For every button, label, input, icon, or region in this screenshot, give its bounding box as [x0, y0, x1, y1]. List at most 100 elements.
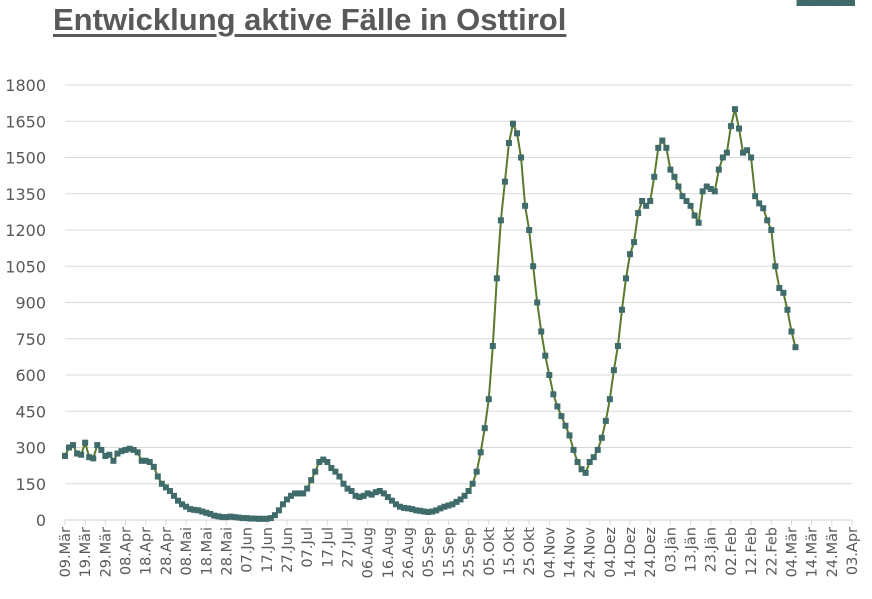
data-point-marker: [433, 507, 440, 514]
data-point-marker: [744, 147, 751, 154]
x-tick-label: 05.Sep: [421, 527, 437, 577]
y-tick-label: 1200: [5, 221, 46, 240]
data-point-marker: [62, 452, 68, 459]
data-point-marker: [90, 455, 97, 462]
data-point-marker: [760, 205, 767, 212]
data-point-marker: [772, 263, 779, 270]
data-point-marker: [199, 508, 206, 515]
data-point-marker: [453, 498, 460, 505]
x-tick-label: 27.Jun: [280, 527, 296, 573]
data-point-marker: [808, 0, 815, 6]
data-point-marker: [78, 451, 85, 458]
data-point-marker: [191, 506, 198, 513]
data-point-marker: [643, 202, 650, 209]
data-point-marker: [340, 480, 347, 487]
x-tick-label: 16.Aug: [381, 527, 397, 578]
data-point-marker: [695, 219, 702, 226]
data-point-marker: [530, 263, 537, 270]
data-point-marker: [219, 514, 226, 521]
data-point-marker: [840, 0, 847, 6]
y-tick-label: 0: [36, 511, 46, 530]
x-tick-label: 14.Nov: [562, 527, 578, 579]
data-point-marker: [473, 468, 480, 475]
data-point-marker: [602, 417, 609, 424]
data-point-marker: [380, 490, 387, 497]
data-point-marker: [655, 144, 662, 151]
data-point-marker: [618, 306, 625, 313]
series-line: [64, 108, 797, 520]
data-point-marker: [768, 227, 775, 233]
data-point-marker: [405, 505, 412, 512]
data-point-marker: [550, 391, 557, 398]
data-point-marker: [279, 501, 286, 508]
data-point-marker: [804, 0, 811, 6]
x-tick-label: 04.Mär: [784, 527, 800, 577]
data-point-marker: [130, 446, 137, 453]
x-tick-label: 26.Aug: [401, 527, 417, 578]
data-point-marker: [102, 452, 109, 459]
data-point-marker: [158, 480, 165, 487]
data-point-marker: [703, 183, 710, 190]
data-point-marker: [364, 490, 371, 497]
data-point-marker: [538, 328, 545, 335]
data-point-marker: [687, 202, 694, 209]
data-point-marker: [554, 403, 561, 410]
x-tick-label: 05.Okt: [482, 527, 498, 576]
data-point-marker: [796, 0, 803, 6]
data-point-marker: [126, 445, 133, 452]
x-tick-label: 24.Nov: [583, 527, 599, 579]
data-point-marker: [598, 434, 605, 441]
data-point-marker: [800, 0, 807, 6]
y-tick-label: 150: [15, 475, 46, 494]
data-point-marker: [489, 343, 496, 349]
data-point-marker: [320, 456, 327, 463]
x-tick-label: 22.Feb: [764, 527, 780, 576]
data-point-marker: [711, 188, 718, 195]
chart-title: Entwicklung aktive Fälle in Osttirol: [53, 2, 567, 37]
data-point-marker: [582, 469, 589, 476]
data-point-marker: [94, 442, 101, 449]
data-point-marker: [497, 217, 504, 224]
data-point-marker: [792, 344, 799, 351]
data-point-marker: [606, 396, 613, 403]
data-point-marker: [441, 503, 448, 510]
data-point-marker: [780, 289, 787, 296]
data-point-marker: [368, 491, 375, 498]
data-point-marker: [683, 198, 690, 204]
data-point-marker: [558, 413, 565, 420]
data-point-marker: [457, 496, 464, 503]
data-point-marker: [667, 166, 674, 173]
y-tick-label: 1050: [5, 257, 46, 276]
data-point-marker: [179, 501, 186, 508]
data-point-marker: [243, 515, 250, 522]
data-point-marker: [227, 513, 234, 520]
data-point-marker: [699, 188, 706, 195]
y-tick-label: 1500: [5, 149, 46, 168]
data-point-marker: [723, 149, 730, 156]
data-point-marker: [308, 477, 315, 484]
data-point-marker: [824, 0, 831, 6]
data-point-marker: [324, 459, 331, 465]
data-point-marker: [247, 515, 254, 522]
data-point-marker: [352, 492, 359, 499]
y-tick-label: 1650: [5, 112, 46, 131]
data-point-marker: [82, 439, 89, 446]
x-tick-label: 27.Jul: [341, 527, 357, 568]
data-point-marker: [98, 446, 105, 453]
data-point-marker: [812, 0, 819, 6]
data-point-marker: [534, 299, 541, 306]
data-point-marker: [469, 480, 476, 487]
data-point-marker: [66, 444, 73, 451]
data-point-marker: [292, 490, 299, 497]
x-tick-label: 04.Dez: [603, 527, 619, 578]
data-point-marker: [828, 0, 835, 6]
data-point-marker: [735, 125, 742, 132]
data-point-marker: [142, 457, 149, 464]
data-point-marker: [465, 488, 472, 494]
data-point-marker: [187, 506, 194, 513]
data-point-marker: [586, 459, 593, 465]
x-tick-label: 17.Jun: [260, 527, 276, 573]
x-tick-label: 28.Apr: [159, 527, 175, 575]
data-point-marker: [659, 137, 666, 144]
data-point-marker: [635, 210, 642, 217]
